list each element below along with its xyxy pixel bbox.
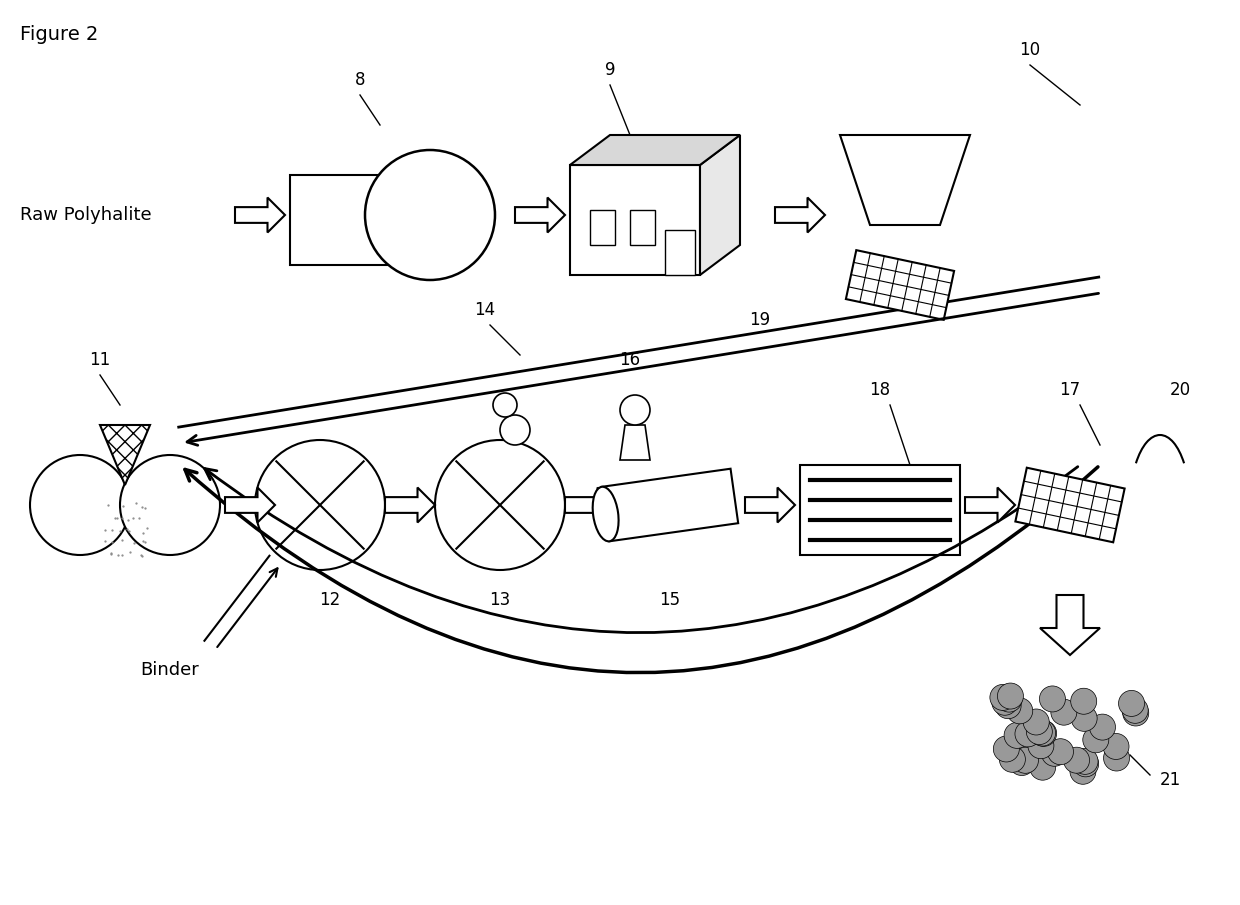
- Circle shape: [1104, 733, 1130, 759]
- Circle shape: [996, 692, 1021, 719]
- FancyArrowPatch shape: [205, 467, 1078, 633]
- Polygon shape: [701, 135, 740, 275]
- Polygon shape: [620, 425, 650, 460]
- Circle shape: [1027, 719, 1053, 745]
- Circle shape: [1029, 754, 1055, 780]
- Circle shape: [1007, 698, 1033, 724]
- Circle shape: [1073, 751, 1099, 776]
- Bar: [630, 210, 655, 245]
- Text: Raw Polyhalite: Raw Polyhalite: [20, 206, 151, 224]
- Polygon shape: [384, 488, 435, 522]
- Circle shape: [1048, 738, 1074, 765]
- Bar: [590, 210, 615, 245]
- Circle shape: [365, 150, 495, 280]
- Circle shape: [1122, 700, 1148, 726]
- Circle shape: [494, 393, 517, 417]
- Bar: [800, 465, 960, 555]
- Polygon shape: [565, 488, 615, 522]
- Circle shape: [1073, 748, 1099, 775]
- Circle shape: [30, 455, 130, 555]
- Circle shape: [990, 684, 1016, 710]
- Polygon shape: [100, 425, 150, 485]
- Bar: [665, 230, 694, 275]
- Circle shape: [255, 440, 384, 570]
- Text: 19: 19: [749, 311, 770, 329]
- Polygon shape: [1016, 468, 1125, 542]
- Circle shape: [1016, 721, 1040, 747]
- Circle shape: [1083, 727, 1109, 753]
- Bar: [570, 165, 701, 275]
- Text: 10: 10: [1019, 41, 1040, 59]
- Text: 14: 14: [475, 301, 496, 319]
- Circle shape: [1070, 758, 1096, 785]
- Text: 12: 12: [320, 591, 341, 609]
- Circle shape: [1050, 700, 1076, 725]
- Circle shape: [620, 395, 650, 425]
- Circle shape: [1104, 745, 1130, 771]
- Text: 9: 9: [605, 61, 615, 79]
- Text: 8: 8: [355, 71, 366, 89]
- Circle shape: [997, 683, 1023, 709]
- Circle shape: [1023, 709, 1049, 735]
- Ellipse shape: [593, 487, 619, 541]
- Text: Figure 2: Figure 2: [20, 25, 98, 44]
- Circle shape: [992, 690, 1018, 715]
- Text: 11: 11: [89, 351, 110, 369]
- Polygon shape: [745, 488, 795, 522]
- Circle shape: [1118, 691, 1145, 717]
- Circle shape: [1070, 688, 1096, 714]
- Polygon shape: [570, 135, 740, 165]
- Text: 15: 15: [660, 591, 681, 609]
- Text: 21: 21: [1159, 771, 1180, 789]
- Circle shape: [435, 440, 565, 570]
- Text: 18: 18: [869, 381, 890, 399]
- Polygon shape: [965, 488, 1016, 522]
- Circle shape: [1122, 698, 1148, 723]
- Circle shape: [1029, 720, 1055, 746]
- Polygon shape: [601, 469, 738, 541]
- Circle shape: [1090, 714, 1116, 740]
- Circle shape: [1064, 748, 1090, 773]
- Text: 17: 17: [1059, 381, 1080, 399]
- Circle shape: [500, 415, 529, 445]
- Circle shape: [1004, 722, 1030, 748]
- Polygon shape: [1040, 595, 1100, 655]
- Polygon shape: [515, 197, 565, 233]
- Circle shape: [1071, 705, 1097, 731]
- Polygon shape: [846, 250, 954, 319]
- Polygon shape: [224, 488, 275, 522]
- Text: 20: 20: [1169, 381, 1190, 399]
- Circle shape: [1028, 733, 1054, 758]
- Text: 16: 16: [620, 351, 641, 369]
- Circle shape: [1030, 720, 1056, 747]
- Circle shape: [1012, 748, 1038, 774]
- Polygon shape: [775, 197, 825, 233]
- Circle shape: [1039, 686, 1065, 712]
- Circle shape: [993, 736, 1019, 762]
- Bar: [290, 175, 401, 265]
- Circle shape: [1042, 740, 1068, 767]
- Circle shape: [999, 747, 1025, 772]
- Circle shape: [996, 686, 1022, 712]
- Circle shape: [120, 455, 219, 555]
- Text: 13: 13: [490, 591, 511, 609]
- Polygon shape: [236, 197, 285, 233]
- FancyArrowPatch shape: [185, 467, 1097, 672]
- Polygon shape: [839, 135, 970, 225]
- Text: Binder: Binder: [140, 661, 200, 679]
- Circle shape: [1009, 749, 1035, 776]
